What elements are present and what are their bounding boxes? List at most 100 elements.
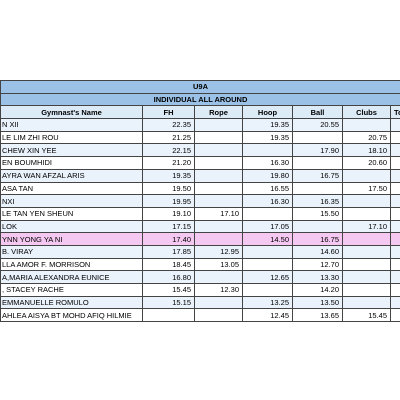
empty-cell: [389, 168, 400, 183]
score-cell: [292, 130, 343, 145]
data-row: A,MARIA ALEXANDRA EUNICE 16.80 12.65 13.30: [0, 270, 400, 284]
data-row: B. VIRAY 17.85 12.95 14.60: [0, 244, 400, 259]
score-cell: [194, 181, 243, 196]
score-cell: 12.65: [242, 270, 293, 284]
score-cell: [194, 194, 243, 208]
score-cell: 17.90: [292, 143, 343, 158]
score-cell: [194, 156, 243, 170]
gymnast-name: A,MARIA ALEXANDRA EUNICE: [0, 270, 143, 284]
score-cell: [242, 244, 293, 259]
score-cell: 16.55: [242, 181, 293, 196]
score-cell: 17.15: [142, 219, 195, 234]
data-row: LLA AMOR F. MORRISON 18.45 13.05 12.70: [0, 257, 400, 272]
score-cell: [342, 283, 391, 297]
empty-cell: [389, 244, 400, 259]
header-row: Gymnast's NameFHRopeHoopBallClubsTo: [0, 105, 400, 120]
score-cell: 19.50: [142, 181, 195, 196]
score-cell: [194, 295, 243, 310]
score-cell: 19.80: [242, 168, 293, 183]
gymnast-name: AYRA WAN AFZAL ARIS: [0, 168, 143, 183]
column-header: Gymnast's Name: [0, 105, 143, 120]
results-table: U9A INDIVIDUAL ALL AROUND Gymnast's Name…: [0, 80, 400, 323]
score-cell: 13.50: [292, 295, 343, 310]
score-cell: [342, 206, 391, 221]
score-cell: [342, 168, 391, 183]
sheet-subtitle: INDIVIDUAL ALL AROUND: [0, 92, 400, 107]
score-cell: 12.30: [194, 283, 243, 297]
score-cell: [242, 283, 293, 297]
score-cell: [194, 143, 243, 158]
score-cell: [342, 244, 391, 259]
empty-cell: [389, 295, 400, 310]
empty-cell: [389, 156, 400, 170]
data-row: ASA TAN 19.50 16.55 17.50: [0, 181, 400, 196]
score-cell: 13.05: [194, 257, 243, 272]
score-cell: 17.40: [142, 232, 195, 246]
empty-cell: [389, 283, 400, 297]
score-cell: 19.95: [142, 194, 195, 208]
score-cell: 12.45: [242, 308, 293, 323]
gymnast-name: ASA TAN: [0, 181, 143, 196]
score-cell: 13.25: [242, 295, 293, 310]
score-cell: [194, 168, 243, 183]
score-cell: 22.35: [142, 118, 195, 132]
empty-cell: [389, 308, 400, 323]
score-cell: [292, 181, 343, 196]
score-cell: [342, 118, 391, 132]
data-row: YNN YONG YA NI 17.40 14.50 16.75: [0, 232, 400, 246]
score-cell: 16.75: [292, 232, 343, 246]
gymnast-name: NXI: [0, 194, 143, 208]
score-cell: 15.45: [342, 308, 391, 323]
score-cell: [194, 130, 243, 145]
data-row: CHEW XIN YEE 22.15 17.90 18.10: [0, 143, 400, 158]
score-cell: [194, 219, 243, 234]
score-cell: 21.20: [142, 156, 195, 170]
gymnast-name: LOK: [0, 219, 143, 234]
empty-cell: [389, 257, 400, 272]
table-body: N XII 22.35 19.35 20.55 LE LIM ZHI ROU 21.25 1…: [0, 118, 400, 323]
column-header: To: [389, 105, 400, 120]
score-cell: 20.60: [342, 156, 391, 170]
score-cell: 17.85: [142, 244, 195, 259]
score-cell: [194, 308, 243, 323]
score-cell: 16.30: [242, 156, 293, 170]
column-header: Rope: [194, 105, 243, 120]
score-cell: 16.30: [242, 194, 293, 208]
score-cell: [194, 232, 243, 246]
gymnast-name: N XII: [0, 118, 143, 132]
gymnast-name: CHEW XIN YEE: [0, 143, 143, 158]
score-cell: [194, 118, 243, 132]
empty-cell: [389, 206, 400, 221]
empty-cell: [389, 118, 400, 132]
data-row: AYRA WAN AFZAL ARIS 19.35 19.80 16.75: [0, 168, 400, 183]
score-cell: 15.50: [292, 206, 343, 221]
score-cell: [342, 295, 391, 310]
gymnast-name: LLA AMOR F. MORRISON: [0, 257, 143, 272]
score-cell: 16.75: [292, 168, 343, 183]
score-cell: 17.50: [342, 181, 391, 196]
score-cell: 18.10: [342, 143, 391, 158]
score-cell: 13.30: [292, 270, 343, 284]
score-cell: [342, 194, 391, 208]
data-row: AHLEA AISYA BT MOHD AFIQ HILMIE 12.45 13.6…: [0, 308, 400, 323]
empty-cell: [389, 219, 400, 234]
score-cell: [242, 143, 293, 158]
sheet-title: U9A: [0, 80, 400, 94]
score-cell: 17.10: [342, 219, 391, 234]
empty-cell: [389, 181, 400, 196]
gymnast-name: LE LIM ZHI ROU: [0, 130, 143, 145]
score-cell: 19.10: [142, 206, 195, 221]
score-cell: 13.65: [292, 308, 343, 323]
score-cell: 15.15: [142, 295, 195, 310]
score-cell: [342, 232, 391, 246]
score-cell: 12.95: [194, 244, 243, 259]
empty-cell: [389, 130, 400, 145]
score-cell: 18.45: [142, 257, 195, 272]
score-cell: [292, 219, 343, 234]
data-row: LE TAN YEN SHEUN 19.10 17.10 15.50: [0, 206, 400, 221]
score-cell: 20.55: [292, 118, 343, 132]
data-row: EN BOUMHIDI 21.20 16.30 20.60: [0, 156, 400, 170]
score-cell: 12.70: [292, 257, 343, 272]
column-header: Clubs: [342, 105, 391, 120]
